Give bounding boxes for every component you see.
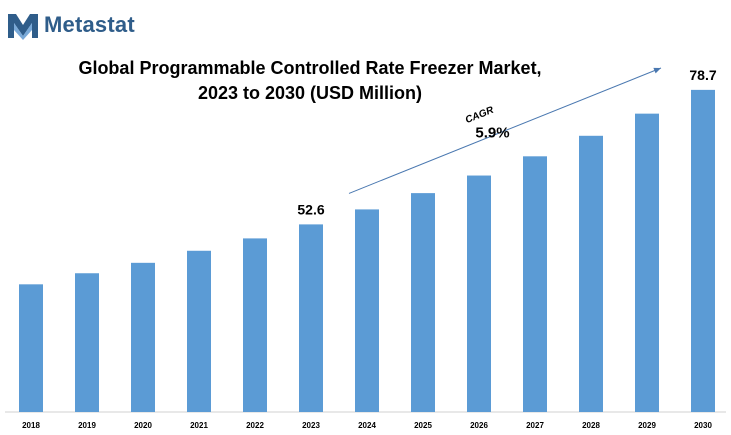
brand-name: Metastat xyxy=(44,12,135,37)
bar-2025 xyxy=(411,193,435,412)
bar-2022 xyxy=(243,238,267,412)
cagr-arrow-line xyxy=(348,67,662,194)
bar-2019 xyxy=(75,273,99,412)
x-tick-label-2021: 2021 xyxy=(190,421,208,430)
bar-2028 xyxy=(579,135,603,412)
chart-title: Global Programmable Controlled Rate Free… xyxy=(78,58,542,78)
x-tick-label-2026: 2026 xyxy=(470,421,488,430)
x-tick-label-2022: 2022 xyxy=(246,421,264,430)
bar-2018 xyxy=(19,284,43,412)
x-tick-label-2025: 2025 xyxy=(414,421,432,430)
x-tick-label-2018: 2018 xyxy=(22,421,40,430)
x-tick-label-2027: 2027 xyxy=(526,421,544,430)
bar-2020 xyxy=(131,262,155,412)
bar-2023 xyxy=(299,224,323,412)
chart-title-block: Global Programmable Controlled Rate Free… xyxy=(40,56,580,106)
x-tick-label-2024: 2024 xyxy=(358,421,376,430)
x-tick-label-2029: 2029 xyxy=(638,421,656,430)
bar-2029 xyxy=(635,113,659,412)
data-label-2023: 52.6 xyxy=(297,201,324,217)
bar-2021 xyxy=(187,250,211,412)
chart-subtitle: 2023 to 2030 (USD Million) xyxy=(197,83,423,103)
cagr-label: CAGR xyxy=(464,105,496,126)
bar-2027 xyxy=(523,156,547,412)
data-label-2030: 78.7 xyxy=(689,67,716,83)
x-tick-label-2019: 2019 xyxy=(78,421,96,430)
cagr-arrow-head xyxy=(653,67,661,74)
bar-2024 xyxy=(355,209,379,412)
x-tick-label-2020: 2020 xyxy=(134,421,152,430)
x-tick-label-2030: 2030 xyxy=(694,421,712,430)
cagr-value: 5.9% xyxy=(475,125,509,142)
x-tick-label-2028: 2028 xyxy=(582,421,600,430)
bar-2030 xyxy=(691,89,715,413)
x-tick-label-2023: 2023 xyxy=(302,421,320,430)
brand-logo: Metastat xyxy=(6,8,135,42)
bar-2026 xyxy=(467,175,491,412)
metastat-m-logo-icon xyxy=(8,14,38,40)
